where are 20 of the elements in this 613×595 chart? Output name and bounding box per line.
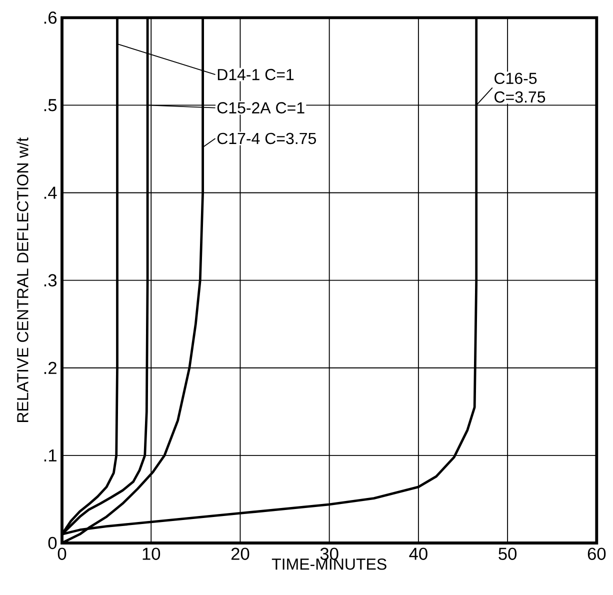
y-tick-label: .1	[44, 449, 56, 462]
y-axis-title: RELATIVE CENTRAL DEFLECTION w/t	[16, 137, 28, 422]
x-tick-label: 0	[58, 548, 66, 560]
y-tick-label: .6	[44, 12, 57, 24]
x-tick-label: 30	[320, 548, 338, 560]
y-tick-label: .5	[44, 99, 57, 112]
legend-label: C16-5 C=3.75	[494, 72, 546, 103]
y-tick-label: .2	[44, 362, 56, 374]
x-tick-label: 40	[409, 548, 428, 560]
y-tick-label: 0	[48, 536, 57, 550]
y-tick-label: .3	[44, 274, 57, 286]
x-tick-label: 60	[588, 548, 606, 560]
x-tick-label: 20	[231, 548, 250, 560]
text: D14-1 C=1	[218, 68, 294, 80]
x-tick-label: 10	[142, 548, 160, 560]
y-tick-label: .4	[44, 186, 57, 199]
legend-label: C17-4 C=3.75	[217, 132, 316, 144]
legend-label: C15-2A C=1	[217, 102, 304, 114]
x-axis-title: TIME-MINUTES	[272, 558, 386, 570]
x-tick-label: 50	[498, 548, 517, 560]
